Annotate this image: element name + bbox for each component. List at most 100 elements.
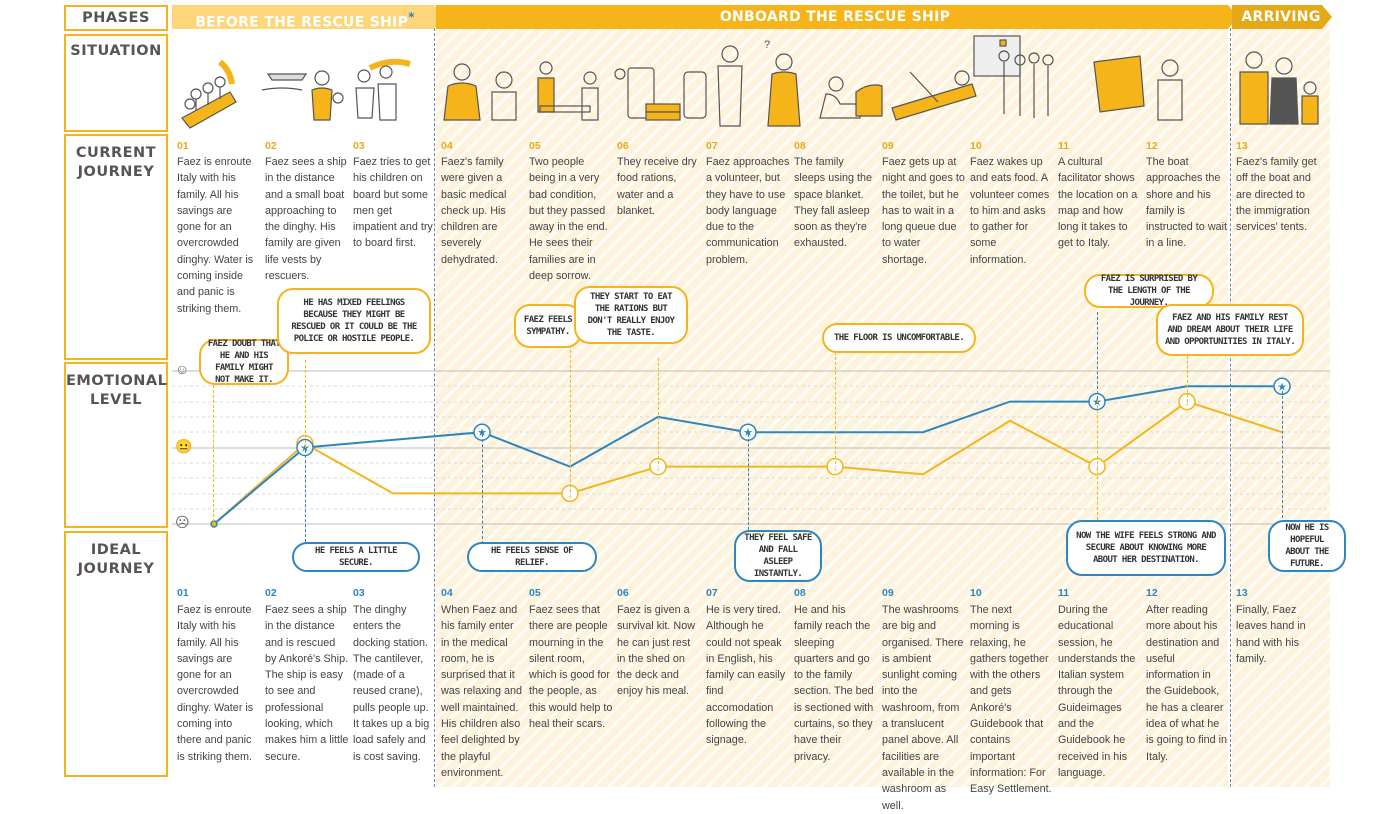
ideal-step-number: 10 [970,587,982,599]
current-step-number: 03 [353,140,365,152]
sketch-lying-on-floor [891,70,977,121]
phase-banner [172,5,1332,29]
current-step-number: 12 [1146,140,1158,152]
sketch-boarding [355,58,411,121]
current-step-text: A cultural facilitator shows the locatio… [1058,156,1138,250]
situation-label: SITUATION [64,34,168,132]
current-step-text: Faez approaches a volunteer, but they ha… [706,156,790,266]
sketch-sleeping-family [819,76,883,119]
ideal-step-text: During the educational session, he under… [1058,604,1136,779]
connector-line [1187,356,1188,402]
sketch-volunteer-talk: ? [717,39,801,127]
emotional-chart: ↓↓↓↓↓↓★★★★★ [172,370,1330,528]
phase-background-arriving [1232,24,1330,787]
svg-text:?: ? [764,39,770,51]
connector-line [1282,386,1283,518]
current-step-text: Two people being in a very bad condition… [529,156,608,283]
connector-line [658,358,659,464]
phase-before-rescue: BEFORE THE RESCUE SHIP* [195,10,415,31]
phase-onboard: ONBOARD THE RESCUE SHIP [719,9,951,25]
connector-line [482,434,483,544]
current-step-text: Faez gets up at night and goes to the to… [882,156,965,266]
sketch-medical-check [443,63,517,121]
sketch-family-arriving [1239,51,1319,125]
current-step-text: They receive dry food rations, water and… [617,156,697,217]
phase-arriving: ARRIVING [1241,9,1321,25]
current-step-text: The boat approaches the shore and his fa… [1146,156,1228,250]
ideal-step-number: 05 [529,587,541,599]
current-step-text: Faez's family get off the boat and are d… [1236,156,1317,234]
current-step-text: The family sleeps using the space blanke… [794,156,873,250]
current-step-number: 08 [794,140,806,152]
ideal-journey-label: IDEAL JOURNEY [64,531,168,777]
ideal-step-text: He and his family reach the sleeping qua… [794,604,874,763]
ideal-step-text: The next morning is relaxing, he gathers… [970,604,1052,796]
current-step-text: Faez's family were given a basic medical… [441,156,507,266]
down-arrow-icon: ↓ [656,463,661,474]
neutral-face-icon: 😐 [175,438,193,454]
emotional-level-label: EMOTIONAL LEVEL [64,362,168,528]
connector-line [570,340,571,492]
connector-line [305,450,306,542]
current-step-number: 07 [706,140,718,152]
happy-face-icon: ☺ [175,361,190,377]
comment-bubble-current: FAEZ FEELS SYMPATHY. [514,304,582,348]
ideal-step-text: When Faez and his family enter in the me… [441,604,523,779]
ideal-step-text: Faez is enroute Italy with his family. A… [177,604,254,763]
sketch-overcrowded-dinghy [181,59,237,129]
ideal-step-number: 06 [617,587,629,599]
ideal-step-number: 03 [353,587,365,599]
current-step-number: 13 [1236,140,1248,152]
ideal-step-text: Faez sees that there are people mourning… [529,604,613,731]
connector-line [835,352,836,464]
connector-line [1097,400,1098,520]
phases-label: PHASES [64,5,168,31]
ideal-step-text: Faez sees a ship in the distance and is … [265,604,349,763]
star-icon: ★ [743,427,753,439]
down-arrow-icon: ↓ [1185,398,1190,409]
ideal-step-number: 07 [706,587,718,599]
current-step-number: 10 [970,140,982,152]
comment-bubble-current: FAEZ AND HIS FAMILY REST AND DREAM ABOUT… [1156,304,1304,356]
current-step-text: Faez wakes up and eats food. A volunteer… [970,156,1050,266]
current-journey-label: CURRENT JOURNEY [64,134,168,360]
phase-divider [1230,28,1231,787]
ideal-step-number: 01 [177,587,189,599]
comment-bubble-ideal: THEY FEEL SAFE AND FALL ASLEEP INSTANTLY… [734,530,822,582]
ideal-step-text: The washrooms are big and organised. The… [882,604,964,812]
connector-line [305,360,306,478]
comment-bubble-current: HE HAS MIXED FEELINGS BECAUSE THEY MIGHT… [277,288,431,354]
current-step-text: Faez is enroute Italy with his family. A… [177,156,254,315]
current-step-number: 05 [529,140,541,152]
comment-bubble-ideal: HE FEELS A LITTLE SECURE. [292,542,420,572]
current-step-number: 09 [882,140,894,152]
current-step-number: 04 [441,140,453,152]
connector-line [748,434,749,530]
comment-bubble-current: FAEZ DOUBT THAT HE AND HIS FAMILY MIGHT … [199,339,289,385]
ideal-step-text: The dinghy enters the docking station. T… [353,604,430,763]
ideal-step-text: After reading more about his destination… [1146,604,1228,763]
current-step-number: 02 [265,140,277,152]
sketch-food-rations [614,67,707,121]
current-step-number: 11 [1058,140,1070,152]
ideal-step-text: He is very tired. Although he could not … [706,604,786,747]
ideal-step-number: 02 [265,587,277,599]
comment-bubble-current: THEY START TO EAT THE RATIONS BUT DON'T … [574,286,688,344]
sketch-map-session [1093,55,1183,121]
current-step-number: 01 [177,140,189,152]
ideal-step-number: 04 [441,587,453,599]
ideal-step-number: 11 [1058,587,1070,599]
connector-line [1097,312,1098,404]
comment-bubble-current: FAEZ IS SURPRISED BY THE LENGTH OF THE J… [1084,274,1214,308]
sketch-ship-and-vests [261,70,344,121]
phase-divider [434,28,435,787]
sad-face-icon: ☹ [175,514,190,530]
comment-bubble-ideal: NOW HE IS HOPEFUL ABOUT THE FUTURE. [1268,520,1346,572]
comment-bubble-current: THE FLOOR IS UNCOMFORTABLE. [822,323,976,353]
comment-bubble-ideal: NOW THE WIFE FEELS STRONG AND SECURE ABO… [1066,520,1226,576]
current-step-text: Faez tries to get his children on board … [353,156,433,250]
ideal-step-number: 08 [794,587,806,599]
ideal-step-text: Faez is given a survival kit. Now he can… [617,604,695,698]
star-icon: ★ [477,427,487,439]
ideal-step-number: 12 [1146,587,1158,599]
